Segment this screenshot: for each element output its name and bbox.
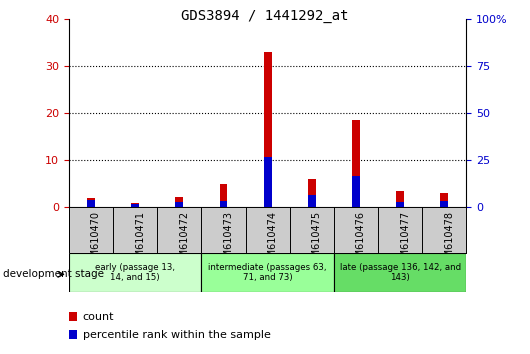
Text: GSM610473: GSM610473 <box>224 211 234 270</box>
Bar <box>219 184 227 207</box>
Bar <box>175 197 183 207</box>
Bar <box>131 203 139 207</box>
Bar <box>219 201 227 207</box>
Bar <box>334 253 466 292</box>
Text: GSM610475: GSM610475 <box>312 211 322 270</box>
Text: GSM610472: GSM610472 <box>179 211 189 270</box>
Text: GSM610470: GSM610470 <box>91 211 101 270</box>
Text: late (passage 136, 142, and
143): late (passage 136, 142, and 143) <box>340 263 461 282</box>
Text: GDS3894 / 1441292_at: GDS3894 / 1441292_at <box>181 9 349 23</box>
Bar <box>175 202 183 207</box>
Bar <box>264 52 271 207</box>
Text: GSM610474: GSM610474 <box>268 211 278 270</box>
Bar <box>264 158 271 207</box>
Text: count: count <box>83 312 114 322</box>
Text: early (passage 13,
14, and 15): early (passage 13, 14, and 15) <box>95 263 175 282</box>
Text: intermediate (passages 63,
71, and 73): intermediate (passages 63, 71, and 73) <box>208 263 327 282</box>
Bar <box>201 253 334 292</box>
Bar <box>352 176 360 207</box>
Bar <box>308 179 316 207</box>
Bar <box>131 204 139 207</box>
Bar <box>396 202 404 207</box>
Text: GSM610477: GSM610477 <box>400 211 410 270</box>
Bar <box>69 253 201 292</box>
Text: development stage: development stage <box>3 269 104 279</box>
Bar <box>87 200 95 207</box>
Bar <box>308 195 316 207</box>
Bar <box>396 191 404 207</box>
Bar <box>352 120 360 207</box>
Bar <box>87 198 95 207</box>
Text: GSM610471: GSM610471 <box>135 211 145 270</box>
Text: percentile rank within the sample: percentile rank within the sample <box>83 330 270 339</box>
Text: GSM610478: GSM610478 <box>444 211 454 270</box>
Bar <box>440 193 448 207</box>
Bar <box>440 201 448 207</box>
Text: GSM610476: GSM610476 <box>356 211 366 270</box>
